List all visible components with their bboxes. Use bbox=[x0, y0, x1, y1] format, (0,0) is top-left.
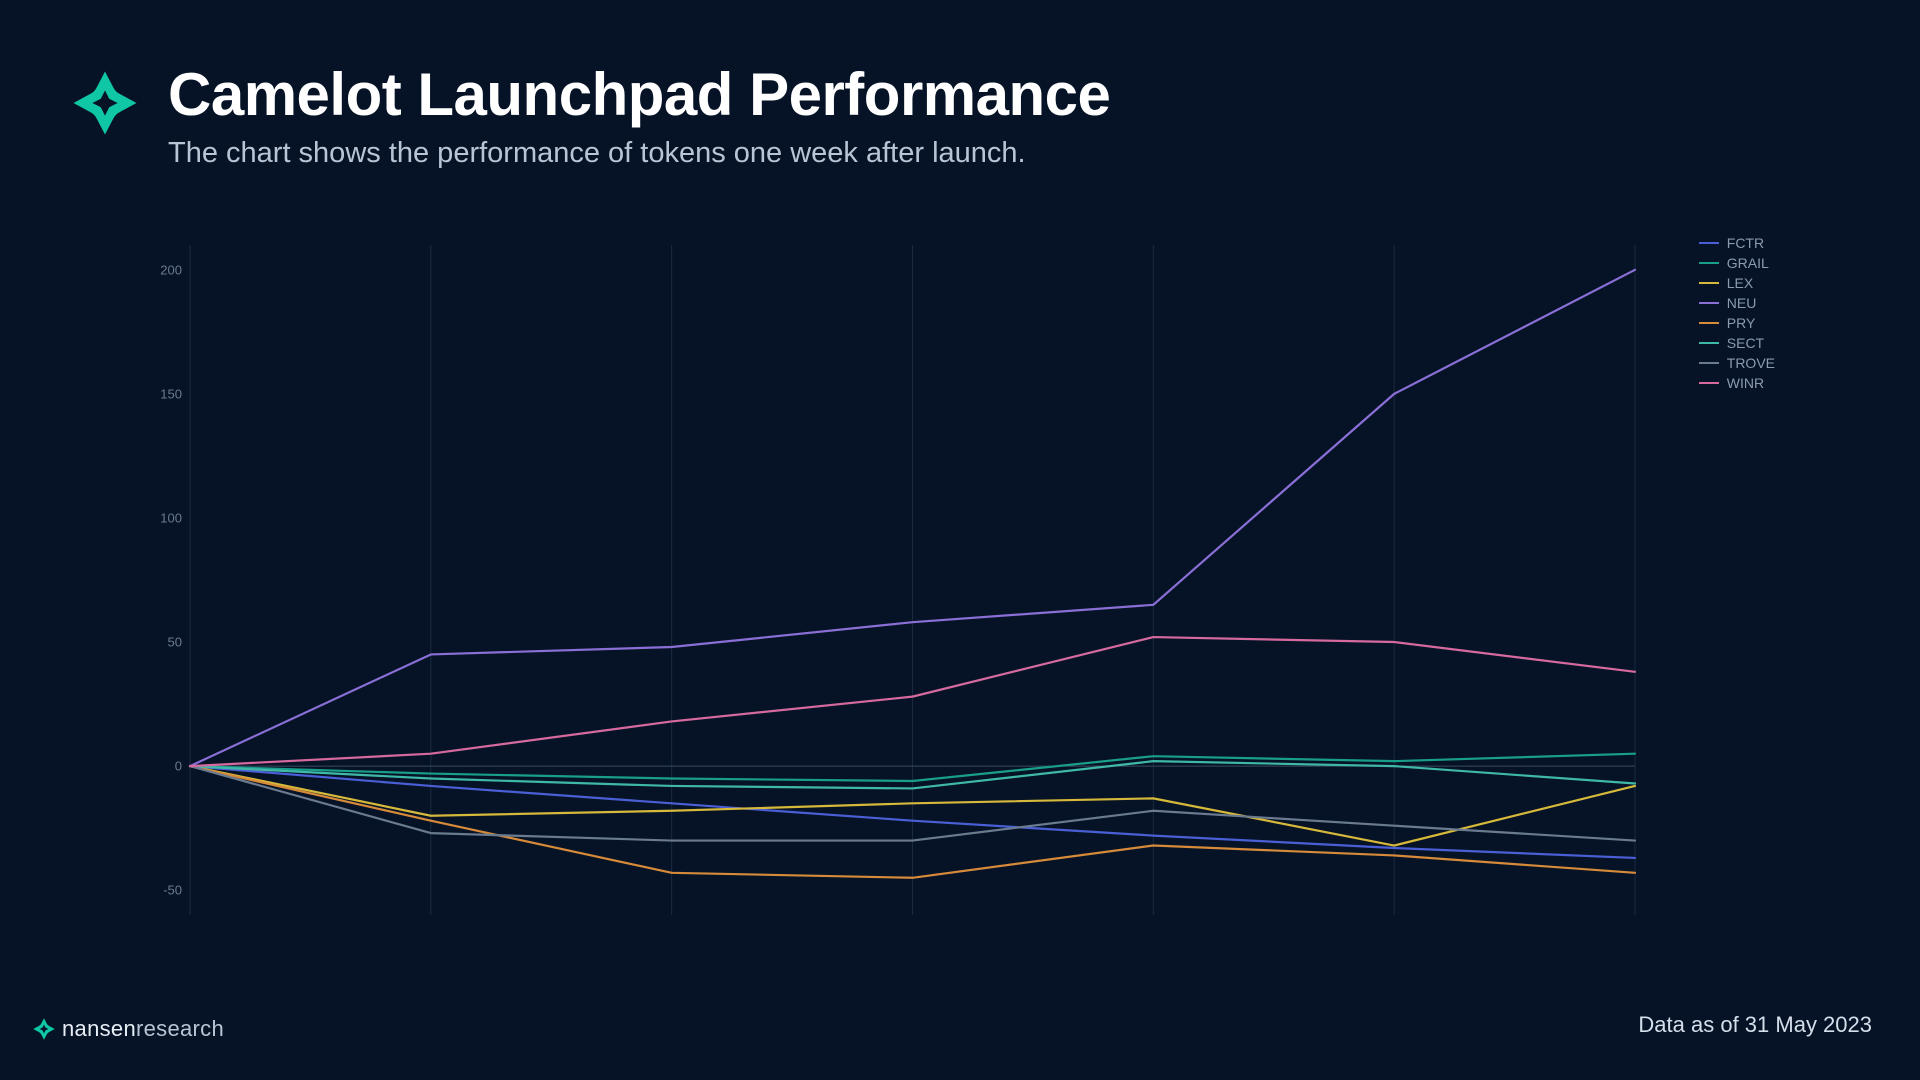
legend-swatch bbox=[1699, 342, 1719, 344]
legend-item: GRAIL bbox=[1699, 255, 1775, 271]
brand-bold: nansen bbox=[62, 1016, 136, 1041]
legend-item: WINR bbox=[1699, 375, 1775, 391]
y-tick-label: 50 bbox=[142, 635, 182, 650]
legend-swatch bbox=[1699, 282, 1719, 284]
page-subtitle: The chart shows the performance of token… bbox=[168, 137, 1110, 170]
footer-brand: nansenresearch bbox=[32, 1016, 224, 1042]
legend-swatch bbox=[1699, 382, 1719, 384]
legend-label: SECT bbox=[1727, 335, 1764, 351]
legend-swatch bbox=[1699, 322, 1719, 324]
footer-date: Data as of 31 May 2023 bbox=[1638, 1012, 1872, 1038]
legend-label: NEU bbox=[1727, 295, 1757, 311]
chart-legend: FCTR GRAIL LEX NEU PRY SECT TROVE WINR bbox=[1699, 235, 1775, 391]
y-tick-label: 100 bbox=[142, 510, 182, 525]
legend-swatch bbox=[1699, 242, 1719, 244]
y-tick-label: 200 bbox=[142, 262, 182, 277]
legend-label: TROVE bbox=[1727, 355, 1775, 371]
y-tick-label: -50 bbox=[142, 883, 182, 898]
legend-item: NEU bbox=[1699, 295, 1775, 311]
legend-label: GRAIL bbox=[1727, 255, 1769, 271]
y-tick-label: 150 bbox=[142, 386, 182, 401]
footer-brand-text: nansenresearch bbox=[62, 1016, 224, 1042]
header: Camelot Launchpad Performance The chart … bbox=[70, 60, 1110, 170]
line-chart: -50 0 50 100 150 200 FCTR GRAIL LEX NEU PRY SECT TR… bbox=[135, 235, 1775, 915]
y-tick-label: 0 bbox=[142, 759, 182, 774]
legend-swatch bbox=[1699, 262, 1719, 264]
legend-label: PRY bbox=[1727, 315, 1756, 331]
chart-plot-area bbox=[135, 235, 1775, 915]
legend-item: SECT bbox=[1699, 335, 1775, 351]
page-title: Camelot Launchpad Performance bbox=[168, 60, 1110, 129]
legend-swatch bbox=[1699, 362, 1719, 364]
brand-thin: research bbox=[136, 1016, 224, 1041]
diamond-sparkle-icon bbox=[32, 1017, 56, 1041]
legend-label: FCTR bbox=[1727, 235, 1764, 251]
title-block: Camelot Launchpad Performance The chart … bbox=[168, 60, 1110, 170]
legend-item: FCTR bbox=[1699, 235, 1775, 251]
legend-swatch bbox=[1699, 302, 1719, 304]
legend-item: PRY bbox=[1699, 315, 1775, 331]
legend-item: TROVE bbox=[1699, 355, 1775, 371]
legend-item: LEX bbox=[1699, 275, 1775, 291]
legend-label: WINR bbox=[1727, 375, 1764, 391]
diamond-sparkle-icon bbox=[70, 68, 140, 138]
legend-label: LEX bbox=[1727, 275, 1753, 291]
